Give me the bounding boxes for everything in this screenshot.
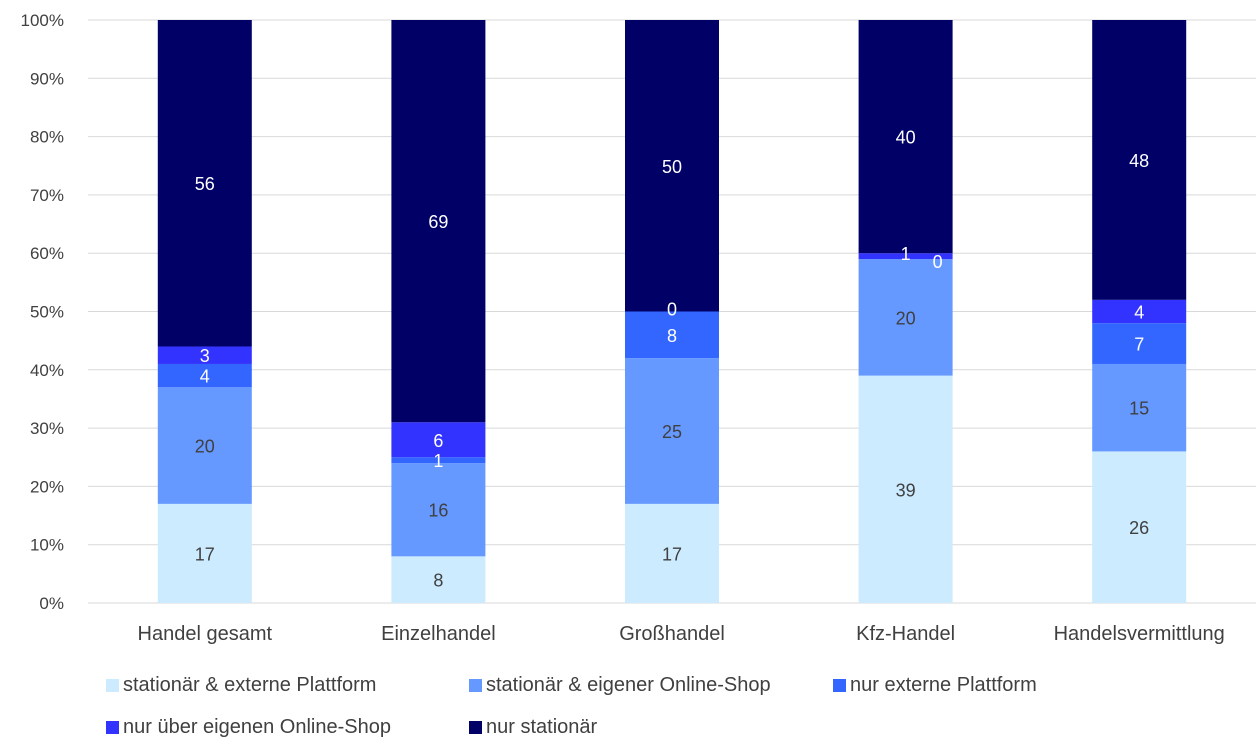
x-axis-categories: Handel gesamt Einzelhandel Großhandel Kfz-H…: [138, 623, 1225, 645]
x-category-label: Kfz-Handel: [856, 623, 955, 645]
y-tick-label: 30%: [30, 419, 64, 438]
data-label: 8: [433, 571, 443, 591]
bar-segment: [391, 556, 486, 603]
bar-segment: [391, 422, 486, 458]
legend: stationär & externe Plattform stationär &…: [0, 668, 1256, 738]
legend-swatch: [469, 679, 482, 692]
legend-label: stationär & externe Plattform: [123, 674, 377, 696]
bar-segment: [391, 20, 486, 423]
data-label: 56: [195, 174, 215, 194]
data-label: 6: [433, 431, 443, 451]
y-tick-label: 40%: [30, 361, 64, 380]
stacked-bar-chart: 0%10%20%30%40%50%60%70%80%90%100% 172043…: [21, 11, 1256, 645]
bar-segment: [1092, 20, 1187, 300]
legend-item: nur externe Plattform: [833, 674, 1037, 697]
legend-label: nur stationär: [486, 716, 598, 738]
legend-swatch: [106, 679, 119, 692]
data-label: 69: [428, 212, 448, 232]
bar-segment: [157, 387, 252, 504]
data-label: 20: [195, 437, 215, 457]
bar-segment: [1092, 323, 1187, 364]
bar-segment: [858, 20, 953, 254]
data-label: 3: [200, 346, 210, 366]
bar-segment: [157, 503, 252, 603]
data-label: 4: [200, 367, 210, 387]
bar-segment: [391, 463, 486, 557]
data-label: 20: [896, 308, 916, 328]
legend-label: nur über eigenen Online-Shop: [123, 716, 391, 738]
bar-segment: [858, 259, 953, 376]
y-axis-ticks: 0% 10% 20% 30% 40% 50% 60% 70% 80% 90% 100%: [21, 11, 64, 613]
data-label: 1: [433, 451, 443, 471]
y-tick-label: 90%: [30, 69, 64, 88]
data-label: 8: [667, 326, 677, 346]
data-label: 15: [1129, 399, 1149, 419]
bar-segment: [157, 20, 252, 347]
data-label: 39: [896, 480, 916, 500]
data-label: 4: [1134, 303, 1144, 323]
bar-segment: [625, 311, 719, 359]
legend-swatch: [106, 721, 119, 734]
data-label: 26: [1129, 518, 1149, 538]
data-label: 16: [428, 501, 448, 521]
bar-segment: [1092, 299, 1187, 324]
bar-segment: [625, 20, 719, 312]
bar-segment: [1092, 451, 1187, 603]
bar-segment: [625, 503, 719, 603]
data-label: 7: [1134, 335, 1144, 355]
legend-item: nur über eigenen Online-Shop: [106, 716, 391, 739]
data-label: 40: [896, 128, 916, 148]
x-category-label: Großhandel: [619, 623, 725, 645]
data-label: 0: [667, 300, 677, 320]
y-tick-label: 10%: [30, 536, 64, 555]
legend-swatch: [833, 679, 846, 692]
legend-swatch: [469, 721, 482, 734]
bar-segment: [858, 253, 953, 260]
data-label: 1: [901, 244, 911, 264]
legend-item: stationär & eigener Online-Shop: [469, 674, 771, 697]
x-category-label: Handelsvermittlung: [1054, 623, 1225, 645]
data-label: 17: [195, 544, 215, 564]
y-tick-label: 70%: [30, 186, 64, 205]
legend-label: nur externe Plattform: [850, 674, 1037, 696]
bar-segment: [1092, 363, 1187, 452]
data-label: 0: [933, 252, 943, 272]
bars: [157, 20, 1187, 603]
y-tick-label: 60%: [30, 244, 64, 263]
x-category-label: Einzelhandel: [381, 623, 496, 645]
legend-label: stationär & eigener Online-Shop: [486, 674, 771, 696]
bar-segment: [157, 346, 252, 364]
y-tick-label: 20%: [30, 477, 64, 496]
data-label: 48: [1129, 151, 1149, 171]
bar-segment: [625, 358, 719, 504]
data-label: 25: [662, 422, 682, 442]
bar-segment: [157, 363, 252, 388]
bar-segment: [858, 375, 953, 603]
data-label: 50: [662, 157, 682, 177]
bar-segment: [391, 457, 486, 464]
y-tick-label: 80%: [30, 128, 64, 147]
x-category-label: Handel gesamt: [138, 623, 273, 645]
y-tick-label: 0%: [39, 594, 64, 613]
y-tick-label: 100%: [21, 11, 64, 30]
legend-item: stationär & externe Plattform: [106, 674, 376, 697]
y-tick-label: 50%: [30, 303, 64, 322]
legend-item: nur stationär: [469, 716, 597, 739]
data-label: 17: [662, 544, 682, 564]
